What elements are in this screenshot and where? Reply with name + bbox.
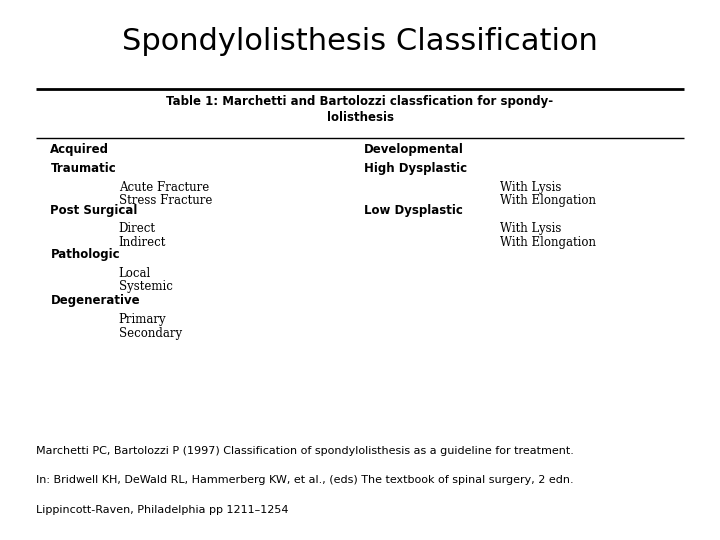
Text: Acquired: Acquired [50,143,109,156]
Text: Developmental: Developmental [364,143,464,156]
Text: High Dysplastic: High Dysplastic [364,162,467,175]
Text: Table 1: Marchetti and Bartolozzi classfication for spondy-: Table 1: Marchetti and Bartolozzi classf… [166,94,554,107]
Text: lolisthesis: lolisthesis [326,111,394,124]
Text: Systemic: Systemic [119,280,173,293]
Text: Degenerative: Degenerative [50,294,140,307]
Text: Stress Fracture: Stress Fracture [119,194,212,207]
Text: With Lysis: With Lysis [500,222,562,235]
Text: Local: Local [119,267,151,280]
Text: Pathologic: Pathologic [50,248,120,261]
Text: Direct: Direct [119,222,156,235]
Text: Marchetti PC, Bartolozzi P (1997) Classification of spondylolisthesis as a guide: Marchetti PC, Bartolozzi P (1997) Classi… [36,446,574,456]
Text: Traumatic: Traumatic [50,162,116,175]
Text: Secondary: Secondary [119,327,182,340]
Text: With Elongation: With Elongation [500,194,596,207]
Text: Primary: Primary [119,313,166,326]
Text: In: Bridwell KH, DeWald RL, Hammerberg KW, et al., (eds) The textbook of spinal : In: Bridwell KH, DeWald RL, Hammerberg K… [36,475,574,485]
Text: With Lysis: With Lysis [500,181,562,194]
Text: Lippincott-Raven, Philadelphia pp 1211–1254: Lippincott-Raven, Philadelphia pp 1211–1… [36,505,289,515]
Text: Acute Fracture: Acute Fracture [119,181,209,194]
Text: Indirect: Indirect [119,236,166,249]
Text: Low Dysplastic: Low Dysplastic [364,204,462,217]
Text: Post Surgical: Post Surgical [50,204,138,217]
Text: Spondylolisthesis Classification: Spondylolisthesis Classification [122,27,598,56]
Text: With Elongation: With Elongation [500,236,596,249]
